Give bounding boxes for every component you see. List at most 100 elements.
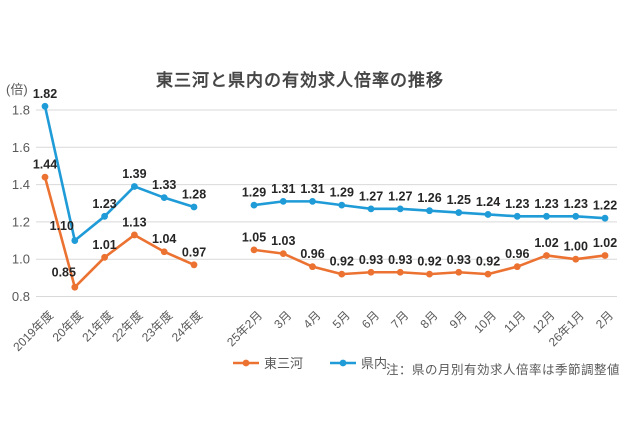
data-point-label: 0.92: [476, 255, 500, 269]
data-point-label: 1.82: [33, 87, 57, 101]
data-point-label: 1.23: [505, 197, 529, 211]
x-tick-label: 11月: [501, 308, 528, 335]
data-point-marker: [101, 253, 108, 261]
x-tick-label: 25年2月: [224, 308, 265, 349]
data-point-label: 1.23: [92, 197, 116, 211]
data-point-marker: [309, 197, 316, 205]
data-point-label: 1.44: [33, 158, 57, 172]
legend-item-kennai: 県内: [329, 353, 387, 372]
data-point-label: 1.01: [92, 238, 116, 252]
data-point-label: 1.26: [417, 191, 441, 205]
y-tick-label: 1.2: [12, 214, 30, 229]
data-point-marker: [601, 214, 609, 222]
data-point-label: 1.29: [330, 186, 354, 200]
data-point-label: 0.97: [182, 245, 206, 259]
x-tick-label: 8月: [418, 308, 441, 331]
series-higashi-mikawa-monthly: 1.05 1.03 0.96 0.92 0.93 0.93 0.92 0.93 0.92 0.96…: [242, 230, 617, 278]
y-tick-label: 1.6: [12, 140, 30, 155]
data-point-marker: [101, 212, 108, 220]
x-tick-label: 7月: [388, 308, 411, 331]
data-point-label: 1.04: [152, 232, 176, 246]
x-tick-label: 23年度: [138, 308, 175, 345]
footnote: 注：県の月別有効求人倍率は季節調整値: [385, 363, 620, 377]
data-point-label: 0.93: [359, 253, 383, 267]
data-point-marker: [484, 270, 492, 278]
data-point-label: 1.24: [476, 195, 500, 209]
data-point-marker: [513, 263, 521, 271]
data-point-marker: [250, 246, 258, 254]
chart-title: 東三河と県内の有効求人倍率の推移: [156, 71, 444, 90]
x-tick-label: 4月: [301, 308, 324, 331]
data-point-marker: [131, 183, 138, 190]
x-tick-label: 3月: [271, 308, 294, 331]
data-point-marker: [572, 212, 580, 220]
x-tick-label: 20年度: [49, 308, 86, 345]
data-point-marker: [41, 102, 49, 110]
y-tick-label: 0.8: [12, 289, 30, 304]
series-kennai-monthly: 1.29 1.31 1.31 1.29 1.27 1.27 1.26 1.25 1.24 1.23…: [242, 182, 617, 222]
x-tick-label: 22年度: [108, 308, 145, 345]
legend-marker-icon: [233, 359, 259, 366]
data-point-label: 1.10: [50, 219, 74, 233]
data-point-label: 1.13: [122, 215, 146, 229]
data-point-marker: [160, 248, 168, 256]
data-point-label: 1.00: [564, 240, 588, 254]
data-point-marker: [484, 211, 492, 218]
data-point-label: 1.33: [152, 178, 176, 192]
data-point-label: 1.25: [447, 193, 471, 207]
data-point-label: 0.93: [388, 253, 412, 267]
data-point-label: 0.92: [417, 255, 441, 269]
data-point-marker: [543, 212, 550, 220]
x-tick-label: 24年度: [168, 308, 205, 345]
y-tick-label: 1.8: [12, 103, 30, 118]
data-point-marker: [367, 268, 375, 276]
x-tick-label: 5月: [330, 308, 353, 331]
series-line: [43, 104, 196, 242]
data-point-marker: [71, 283, 79, 291]
data-point-label: 0.96: [300, 247, 324, 261]
data-point-label: 1.02: [534, 236, 558, 250]
y-tick-label: 1.0: [12, 252, 30, 267]
data-point-marker: [455, 268, 463, 276]
data-point-label: 1.28: [182, 187, 206, 201]
data-point-marker: [190, 261, 198, 269]
data-point-marker: [426, 270, 433, 278]
data-point-marker: [455, 209, 463, 216]
data-point-marker: [250, 201, 258, 209]
series-higashi-mikawa-annual: 1.44 0.85 1.01 1.13 1.04 0.97: [33, 158, 206, 291]
x-tick-label: 2月: [593, 308, 616, 331]
data-point-marker: [396, 205, 404, 213]
y-axis-unit-label: (倍): [6, 82, 28, 97]
data-point-marker: [396, 268, 404, 276]
legend-label: 東三河: [264, 356, 304, 371]
data-point-marker: [309, 263, 316, 271]
data-point-marker: [338, 201, 346, 209]
data-point-marker: [279, 197, 287, 205]
data-point-label: 1.02: [593, 236, 617, 250]
data-point-label: 0.93: [447, 253, 471, 267]
x-tick-label: 10月: [471, 308, 499, 336]
data-point-marker: [190, 203, 198, 211]
legend-marker-icon: [330, 359, 357, 366]
data-point-label: 1.39: [122, 167, 146, 181]
x-tick-label: 21年度: [79, 308, 116, 345]
x-tick-label: 2019年度: [10, 308, 56, 354]
data-point-marker: [338, 270, 346, 278]
series-kennai-annual: 1.82 1.10 1.23 1.39 1.33 1.28: [33, 87, 206, 244]
data-point-marker: [367, 205, 375, 213]
x-tick-label: 9月: [447, 308, 470, 331]
data-point-marker: [71, 237, 79, 244]
y-axis-tick-labels: 0.8 1.0 1.2 1.4 1.6 1.8: [12, 103, 30, 305]
data-point-marker: [131, 231, 138, 239]
data-point-marker: [513, 212, 521, 220]
data-point-label: 1.27: [388, 189, 412, 203]
data-point-marker: [160, 194, 168, 202]
data-point-marker: [426, 207, 433, 215]
data-point-marker: [543, 252, 550, 259]
series-line: [43, 175, 196, 289]
data-point-label: 0.96: [505, 247, 529, 261]
legend-label: 県内: [361, 356, 388, 371]
data-point-label: 1.05: [242, 230, 266, 244]
